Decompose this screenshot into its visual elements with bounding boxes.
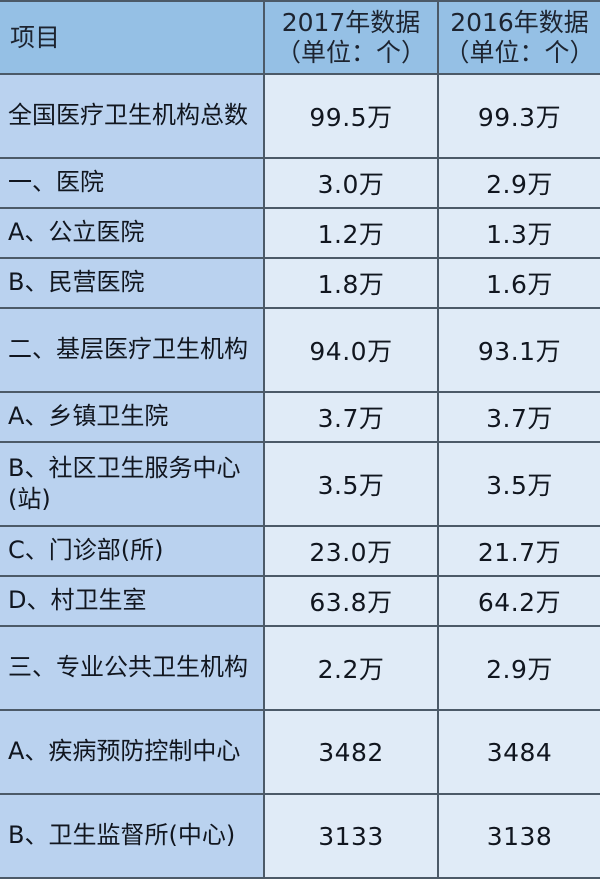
cell-value-2016: 3.5万	[437, 441, 600, 527]
cell-value-2017: 3482	[263, 709, 439, 795]
cell-value-2016: 99.3万	[437, 73, 600, 159]
row-label: D、村卫生室	[0, 575, 265, 627]
cell-value-2017: 1.8万	[263, 257, 439, 309]
row-label: A、疾病预防控制中心	[0, 709, 265, 795]
column-header-2017: 2017年数据 （单位：个）	[263, 0, 439, 75]
cell-value-2016: 1.3万	[437, 207, 600, 259]
cell-value-2017: 3.0万	[263, 157, 439, 209]
cell-value-2016: 3138	[437, 793, 600, 879]
column-header-2017-line2: （单位：个）	[275, 37, 426, 67]
row-label: B、卫生监督所(中心)	[0, 793, 265, 879]
cell-value-2016: 2.9万	[437, 157, 600, 209]
row-label: A、公立医院	[0, 207, 265, 259]
table-row: B、民营医院 1.8万 1.6万	[0, 257, 600, 309]
cell-value-2016: 3.7万	[437, 391, 600, 443]
table-row: 三、专业公共卫生机构 2.2万 2.9万	[0, 625, 600, 711]
cell-value-2016: 93.1万	[437, 307, 600, 393]
column-header-2016: 2016年数据 （单位：个）	[437, 0, 600, 75]
table-row: B、社区卫生服务中心(站) 3.5万 3.5万	[0, 441, 600, 527]
cell-value-2016: 1.6万	[437, 257, 600, 309]
row-label: 三、专业公共卫生机构	[0, 625, 265, 711]
row-label: B、社区卫生服务中心(站)	[0, 441, 265, 527]
table-row: A、疾病预防控制中心 3482 3484	[0, 709, 600, 795]
table-row: A、公立医院 1.2万 1.3万	[0, 207, 600, 259]
cell-value-2017: 3.5万	[263, 441, 439, 527]
table-row: 二、基层医疗卫生机构 94.0万 93.1万	[0, 307, 600, 393]
cell-value-2017: 63.8万	[263, 575, 439, 627]
table-row: B、卫生监督所(中心) 3133 3138	[0, 793, 600, 879]
row-label: 二、基层医疗卫生机构	[0, 307, 265, 393]
table-row: C、门诊部(所) 23.0万 21.7万	[0, 525, 600, 577]
column-header-item: 项目	[0, 0, 265, 75]
table-row: A、乡镇卫生院 3.7万 3.7万	[0, 391, 600, 443]
cell-value-2016: 64.2万	[437, 575, 600, 627]
cell-value-2017: 3.7万	[263, 391, 439, 443]
column-header-2016-line2: （单位：个）	[444, 37, 595, 67]
cell-value-2017: 2.2万	[263, 625, 439, 711]
table-row: D、村卫生室 63.8万 64.2万	[0, 575, 600, 627]
cell-value-2017: 23.0万	[263, 525, 439, 577]
column-header-2016-line1: 2016年数据	[450, 8, 589, 37]
row-label: B、民营医院	[0, 257, 265, 309]
table-row: 全国医疗卫生机构总数 99.5万 99.3万	[0, 73, 600, 159]
table-body: 全国医疗卫生机构总数 99.5万 99.3万 一、医院 3.0万 2.9万 A、公立医院 1.…	[0, 73, 600, 879]
column-header-2017-line1: 2017年数据	[281, 8, 421, 37]
cell-value-2017: 99.5万	[263, 73, 439, 159]
row-label: 一、医院	[0, 157, 265, 209]
cell-value-2017: 1.2万	[263, 207, 439, 259]
cell-value-2016: 21.7万	[437, 525, 600, 577]
cell-value-2016: 2.9万	[437, 625, 600, 711]
table-header: 项目 2017年数据 （单位：个） 2016年数据 （单位：个）	[0, 0, 600, 75]
cell-value-2017: 94.0万	[263, 307, 439, 393]
row-label: 全国医疗卫生机构总数	[0, 73, 265, 159]
cell-value-2016: 3484	[437, 709, 600, 795]
row-label: C、门诊部(所)	[0, 525, 265, 577]
header-row: 项目 2017年数据 （单位：个） 2016年数据 （单位：个）	[0, 0, 600, 75]
row-label: A、乡镇卫生院	[0, 391, 265, 443]
cell-value-2017: 3133	[263, 793, 439, 879]
table-row: 一、医院 3.0万 2.9万	[0, 157, 600, 209]
